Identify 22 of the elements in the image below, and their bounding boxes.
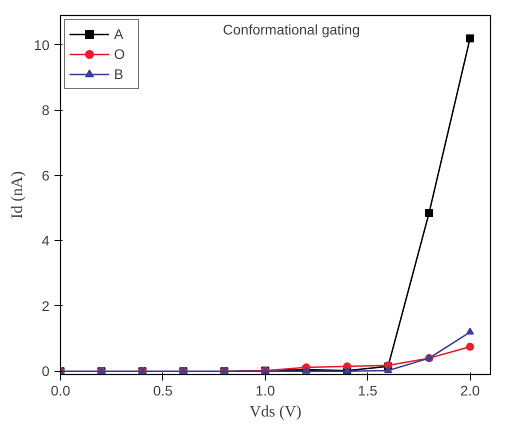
y-tick-label: 0 — [42, 363, 50, 380]
x-axis-title: Vds (V) — [250, 404, 302, 420]
y-tick-label: 2 — [42, 298, 50, 314]
point — [384, 366, 392, 374]
point — [466, 34, 474, 42]
x-tick-label: 0.0 — [50, 382, 70, 398]
x-tick-label: 2.0 — [460, 382, 480, 398]
y-tick-label: 8 — [42, 102, 50, 118]
legend-label: A — [114, 26, 124, 42]
x-tick-label: 0.5 — [153, 382, 173, 398]
annotation: Conformational gating — [222, 22, 360, 38]
x-tick-label: 1.5 — [358, 382, 378, 398]
point — [466, 342, 474, 351]
x-tick-label: 1.0 — [256, 382, 276, 398]
y-tick-label: 4 — [42, 232, 50, 249]
point — [425, 208, 434, 217]
y-tick-label: 10 — [34, 36, 50, 53]
point — [466, 328, 474, 335]
y-tick-label: 6 — [42, 167, 50, 184]
legend-label: B — [114, 66, 124, 82]
y-axis-title: Id (nA) — [8, 171, 26, 219]
legend-label: O — [114, 46, 126, 62]
